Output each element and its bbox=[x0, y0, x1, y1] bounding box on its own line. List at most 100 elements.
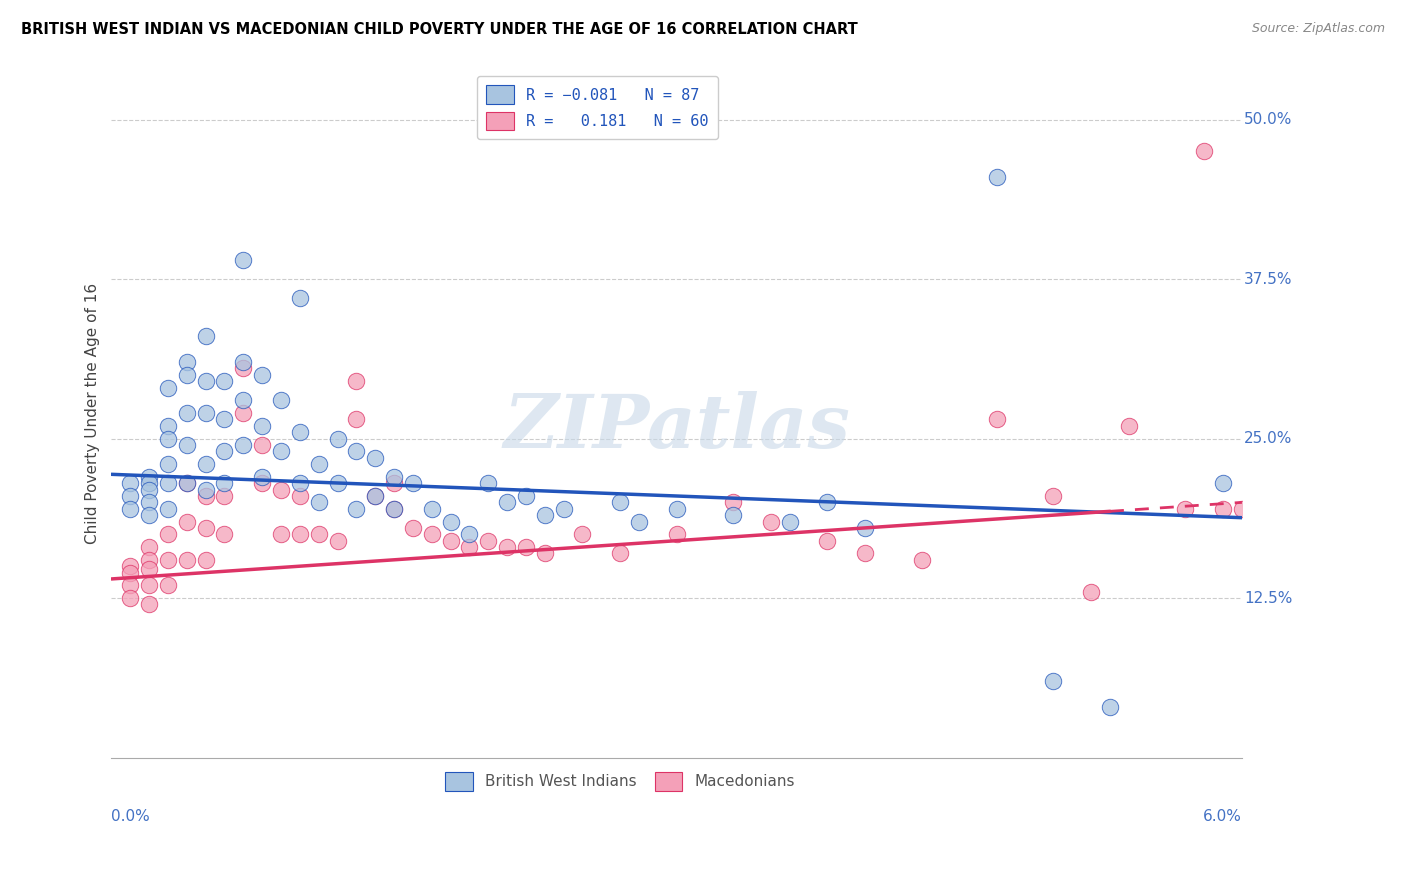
Point bbox=[533, 508, 555, 523]
Point bbox=[176, 476, 198, 491]
Point bbox=[214, 527, 236, 541]
Point bbox=[156, 432, 179, 446]
Point bbox=[515, 540, 537, 554]
Point bbox=[176, 438, 198, 452]
Point bbox=[402, 521, 425, 535]
Point bbox=[194, 457, 217, 471]
Point bbox=[250, 438, 273, 452]
Point bbox=[515, 489, 537, 503]
Point bbox=[138, 598, 160, 612]
Point bbox=[194, 406, 217, 420]
Point bbox=[214, 489, 236, 503]
Point bbox=[1042, 673, 1064, 688]
Point bbox=[609, 546, 631, 560]
Text: 12.5%: 12.5% bbox=[1244, 591, 1292, 606]
Point bbox=[1212, 501, 1234, 516]
Point bbox=[270, 444, 292, 458]
Point bbox=[138, 578, 160, 592]
Point bbox=[853, 546, 876, 560]
Text: 25.0%: 25.0% bbox=[1244, 431, 1292, 446]
Text: Source: ZipAtlas.com: Source: ZipAtlas.com bbox=[1251, 22, 1385, 36]
Point bbox=[156, 501, 179, 516]
Point bbox=[156, 553, 179, 567]
Point bbox=[138, 495, 160, 509]
Point bbox=[665, 501, 688, 516]
Point bbox=[1042, 489, 1064, 503]
Point bbox=[138, 553, 160, 567]
Point bbox=[439, 515, 461, 529]
Point bbox=[176, 515, 198, 529]
Point bbox=[288, 527, 311, 541]
Point bbox=[176, 368, 198, 382]
Point bbox=[1212, 476, 1234, 491]
Text: ZIPatlas: ZIPatlas bbox=[503, 391, 851, 463]
Point bbox=[194, 489, 217, 503]
Point bbox=[176, 476, 198, 491]
Point bbox=[326, 432, 349, 446]
Point bbox=[326, 476, 349, 491]
Point bbox=[364, 450, 387, 465]
Point bbox=[779, 515, 801, 529]
Text: 6.0%: 6.0% bbox=[1204, 809, 1241, 823]
Point bbox=[382, 501, 405, 516]
Text: 50.0%: 50.0% bbox=[1244, 112, 1292, 127]
Point bbox=[364, 489, 387, 503]
Point bbox=[402, 476, 425, 491]
Point bbox=[420, 527, 443, 541]
Point bbox=[288, 425, 311, 440]
Point bbox=[176, 406, 198, 420]
Point bbox=[138, 540, 160, 554]
Point bbox=[232, 438, 254, 452]
Point bbox=[250, 368, 273, 382]
Point bbox=[120, 501, 142, 516]
Point bbox=[496, 495, 519, 509]
Point bbox=[156, 380, 179, 394]
Point bbox=[138, 476, 160, 491]
Point bbox=[214, 412, 236, 426]
Point bbox=[344, 412, 367, 426]
Point bbox=[571, 527, 593, 541]
Point bbox=[1098, 699, 1121, 714]
Point bbox=[156, 418, 179, 433]
Point bbox=[308, 527, 330, 541]
Point bbox=[815, 495, 838, 509]
Point bbox=[120, 489, 142, 503]
Point bbox=[232, 406, 254, 420]
Point bbox=[250, 476, 273, 491]
Point bbox=[232, 393, 254, 408]
Point bbox=[382, 501, 405, 516]
Point bbox=[214, 444, 236, 458]
Point bbox=[1080, 584, 1102, 599]
Point bbox=[420, 501, 443, 516]
Point bbox=[815, 533, 838, 548]
Point bbox=[270, 483, 292, 497]
Point bbox=[232, 252, 254, 267]
Point bbox=[553, 501, 575, 516]
Point bbox=[270, 393, 292, 408]
Text: 0.0%: 0.0% bbox=[111, 809, 150, 823]
Point bbox=[120, 578, 142, 592]
Point bbox=[477, 476, 499, 491]
Point bbox=[156, 457, 179, 471]
Point bbox=[194, 521, 217, 535]
Text: 37.5%: 37.5% bbox=[1244, 271, 1292, 286]
Point bbox=[194, 374, 217, 388]
Point bbox=[250, 418, 273, 433]
Point bbox=[120, 476, 142, 491]
Text: BRITISH WEST INDIAN VS MACEDONIAN CHILD POVERTY UNDER THE AGE OF 16 CORRELATION : BRITISH WEST INDIAN VS MACEDONIAN CHILD … bbox=[21, 22, 858, 37]
Point bbox=[120, 559, 142, 574]
Point bbox=[344, 501, 367, 516]
Point bbox=[138, 562, 160, 576]
Point bbox=[270, 527, 292, 541]
Point bbox=[194, 553, 217, 567]
Point bbox=[138, 483, 160, 497]
Point bbox=[533, 546, 555, 560]
Point bbox=[214, 374, 236, 388]
Point bbox=[439, 533, 461, 548]
Point bbox=[250, 470, 273, 484]
Point bbox=[1192, 145, 1215, 159]
Point bbox=[721, 508, 744, 523]
Point bbox=[176, 355, 198, 369]
Point bbox=[232, 355, 254, 369]
Point bbox=[288, 489, 311, 503]
